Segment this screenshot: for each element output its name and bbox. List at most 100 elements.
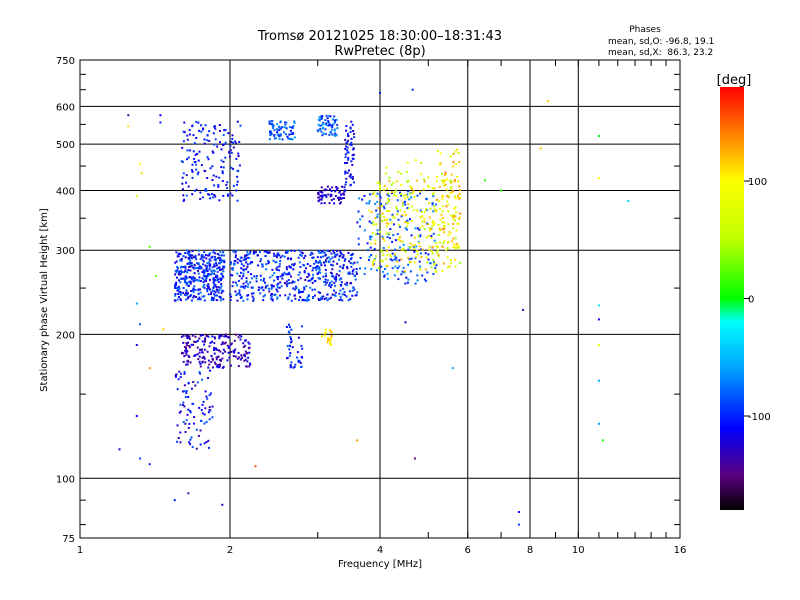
data-point bbox=[455, 163, 458, 166]
data-point bbox=[199, 429, 202, 432]
data-point bbox=[357, 237, 360, 240]
data-point bbox=[247, 347, 250, 350]
data-point bbox=[275, 288, 278, 291]
data-point bbox=[211, 289, 214, 292]
data-point bbox=[447, 203, 450, 206]
data-point bbox=[210, 361, 213, 363]
data-point bbox=[396, 267, 399, 270]
data-point bbox=[320, 118, 323, 120]
data-point bbox=[389, 258, 392, 261]
data-point bbox=[192, 134, 195, 137]
data-point bbox=[354, 278, 357, 281]
data-point bbox=[439, 207, 441, 210]
data-point bbox=[390, 221, 393, 224]
data-point bbox=[255, 277, 258, 280]
data-point bbox=[334, 279, 337, 282]
colorbar-gradient bbox=[720, 87, 744, 510]
data-point bbox=[246, 265, 249, 268]
data-point bbox=[210, 291, 213, 294]
data-point bbox=[139, 323, 142, 326]
data-point bbox=[210, 273, 213, 276]
data-point bbox=[279, 294, 282, 297]
data-point bbox=[452, 227, 455, 230]
data-point bbox=[203, 357, 206, 360]
data-point bbox=[191, 250, 194, 253]
data-point bbox=[216, 299, 219, 302]
data-point bbox=[259, 292, 262, 295]
data-point bbox=[321, 250, 324, 252]
data-point bbox=[418, 260, 421, 263]
data-point bbox=[192, 280, 195, 283]
data-point bbox=[348, 260, 351, 263]
data-point bbox=[214, 276, 217, 279]
data-point bbox=[407, 248, 410, 251]
data-point bbox=[186, 270, 189, 273]
data-point bbox=[193, 295, 196, 297]
data-point bbox=[276, 297, 279, 300]
data-points bbox=[118, 88, 630, 526]
data-point bbox=[351, 157, 354, 160]
data-point bbox=[331, 272, 334, 275]
data-point bbox=[408, 198, 411, 201]
data-point bbox=[185, 174, 188, 177]
data-point bbox=[238, 164, 241, 167]
data-point bbox=[232, 355, 235, 357]
data-point bbox=[446, 200, 449, 203]
data-point bbox=[179, 290, 182, 293]
data-point bbox=[188, 356, 191, 359]
data-point bbox=[289, 364, 292, 367]
data-point bbox=[409, 192, 412, 195]
data-point bbox=[433, 205, 436, 208]
data-point bbox=[270, 295, 273, 298]
data-point bbox=[420, 162, 423, 165]
data-point bbox=[321, 196, 324, 199]
data-point bbox=[218, 289, 221, 291]
data-point bbox=[412, 209, 415, 212]
data-point bbox=[193, 272, 196, 275]
data-point bbox=[355, 268, 358, 270]
data-point bbox=[340, 281, 343, 284]
data-point bbox=[333, 115, 336, 118]
data-point bbox=[298, 290, 301, 293]
data-point bbox=[182, 352, 185, 355]
data-point bbox=[368, 209, 371, 212]
data-point bbox=[281, 254, 284, 257]
data-point bbox=[193, 285, 196, 288]
data-point bbox=[208, 193, 211, 196]
data-point bbox=[421, 215, 424, 218]
data-point bbox=[349, 282, 352, 285]
y-tick-label: 600 bbox=[56, 102, 75, 113]
data-point bbox=[236, 299, 239, 302]
data-point bbox=[330, 296, 332, 299]
data-point bbox=[413, 236, 416, 239]
data-point bbox=[217, 185, 220, 188]
data-point bbox=[366, 249, 369, 252]
data-point bbox=[250, 261, 253, 264]
data-point bbox=[348, 272, 351, 275]
data-point bbox=[185, 194, 188, 197]
data-point bbox=[205, 276, 208, 279]
data-point bbox=[456, 222, 459, 225]
data-point bbox=[457, 246, 460, 249]
data-point bbox=[290, 249, 293, 252]
data-point bbox=[213, 352, 216, 355]
data-point bbox=[289, 341, 292, 344]
data-point bbox=[212, 286, 215, 289]
data-point bbox=[458, 216, 461, 219]
data-point bbox=[192, 287, 195, 290]
data-point bbox=[185, 283, 188, 286]
data-point bbox=[348, 175, 351, 178]
data-point bbox=[219, 251, 222, 254]
data-point bbox=[207, 272, 210, 275]
data-point bbox=[326, 257, 329, 260]
data-point bbox=[198, 360, 201, 363]
data-point bbox=[349, 183, 352, 186]
data-point bbox=[370, 211, 373, 214]
data-point bbox=[218, 266, 221, 269]
data-point bbox=[457, 222, 460, 225]
data-point bbox=[219, 257, 222, 260]
data-point bbox=[339, 196, 342, 199]
data-point bbox=[359, 225, 361, 228]
data-point bbox=[386, 236, 389, 239]
data-point bbox=[312, 273, 315, 276]
